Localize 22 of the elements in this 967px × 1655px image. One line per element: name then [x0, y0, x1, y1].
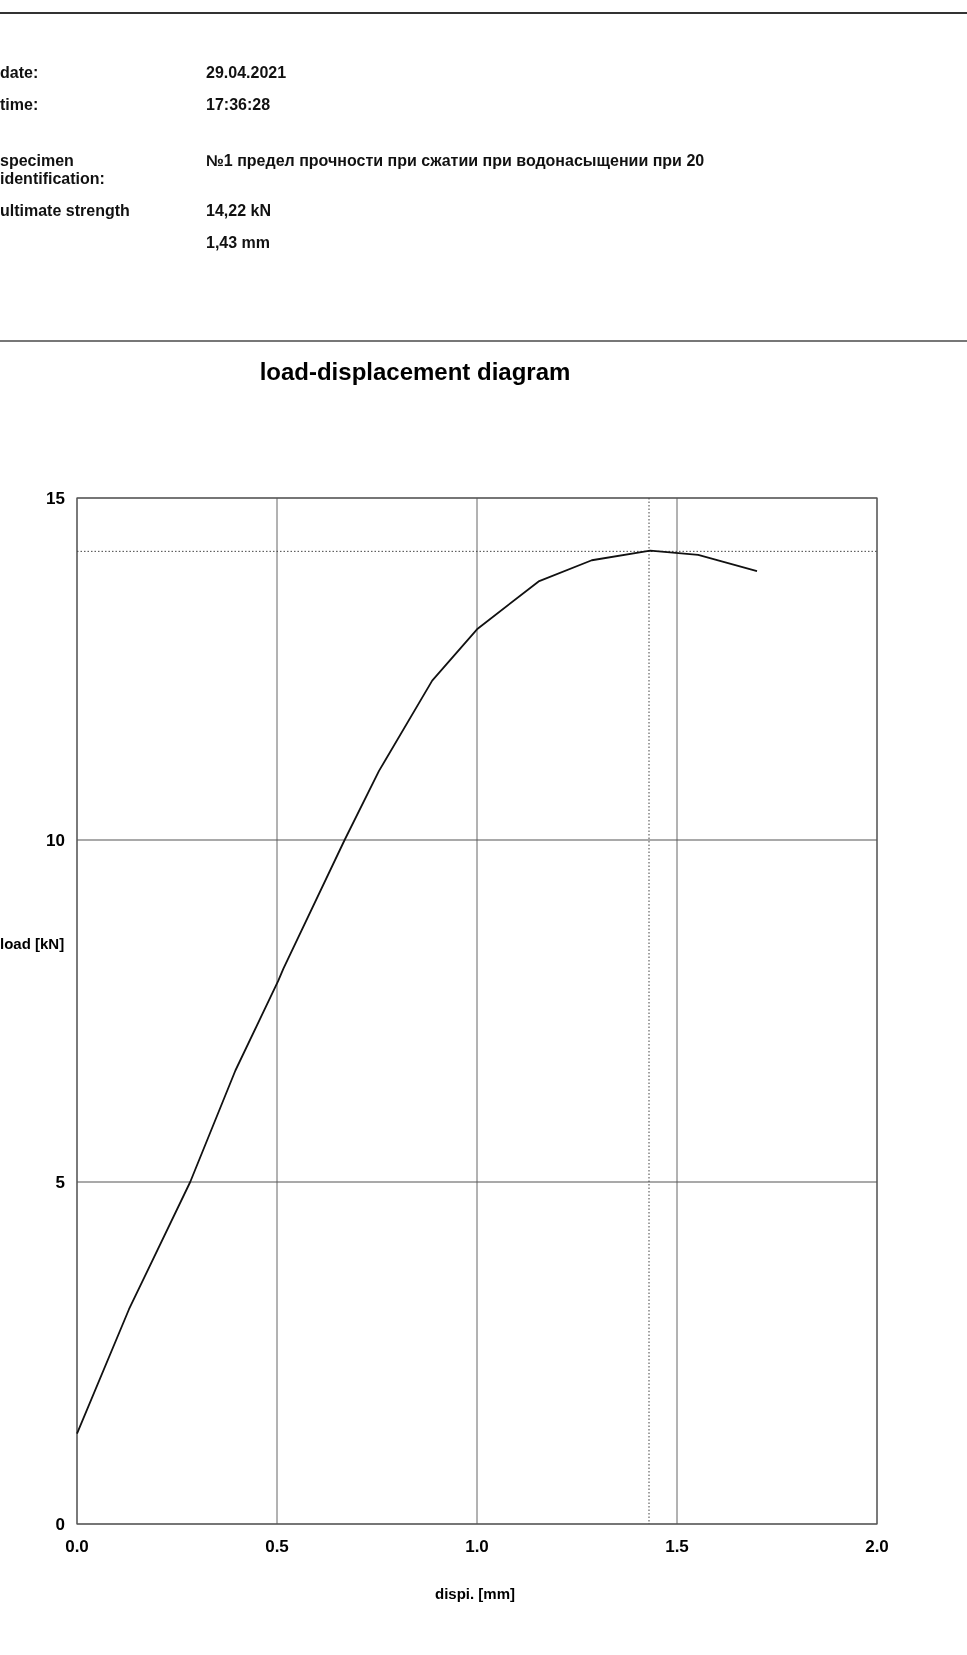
y-tick-label: 15	[46, 489, 65, 508]
y-axis-title: load [kN]	[0, 935, 65, 953]
text: specimen identification:	[0, 152, 106, 188]
x-tick-label: 0.5	[265, 1537, 289, 1556]
text: date:	[0, 64, 40, 82]
chart-title: load-displacement diagram	[259, 358, 571, 385]
x-tick-label: 1.5	[665, 1537, 689, 1556]
text: 1,43 mm	[206, 234, 272, 252]
x-axis-title: dispi. [mm]	[434, 1585, 516, 1602]
text: 17:36:28	[206, 96, 272, 114]
text: 29.04.2021	[206, 64, 288, 82]
x-tick-label: 1.0	[465, 1537, 489, 1556]
text: №1 предел прочности при сжатии при водонасыщении при 20	[206, 152, 706, 171]
text: ultimate strength	[0, 202, 131, 220]
y-tick-label: 0	[55, 1515, 65, 1534]
line-series	[76, 549, 758, 1435]
y-tick-label: 5	[55, 1173, 65, 1192]
y-tick-label: 10	[46, 831, 65, 850]
x-tick-label: 0.0	[65, 1537, 89, 1556]
text: 14,22 kN	[206, 202, 272, 220]
x-tick-label: 2.0	[865, 1537, 889, 1556]
text: time:	[0, 96, 40, 115]
